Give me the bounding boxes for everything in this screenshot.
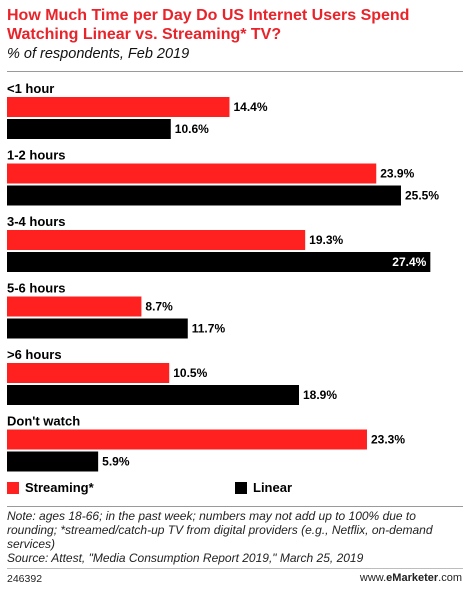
legend-label-linear: Linear — [253, 480, 293, 495]
title-divider — [7, 71, 463, 72]
brand-suffix: .com — [438, 572, 462, 584]
source-text: Source: Attest, "Media Consumption Repor… — [7, 551, 364, 565]
bar-value-label: 23.3% — [371, 433, 405, 447]
category-label: 3-4 hours — [7, 214, 66, 229]
bar-value-label: 10.6% — [175, 122, 209, 136]
bar-value-label: 5.9% — [102, 455, 130, 469]
bar-value-label: 25.5% — [405, 189, 439, 203]
brand-link[interactable]: www.eMarketer.com — [360, 572, 462, 584]
chart-title: How Much Time per Day Do US Internet Use… — [7, 7, 410, 43]
chart-subtitle: % of respondents, Feb 2019 — [7, 46, 190, 62]
bar-streaming — [7, 97, 230, 117]
bar-streaming — [7, 429, 367, 450]
bar-linear — [7, 185, 401, 206]
footer-divider — [7, 568, 463, 569]
bar-streaming — [7, 230, 306, 250]
note-text: Note: ages 18-66; in the past week; numb… — [7, 509, 433, 551]
bar-linear — [7, 252, 431, 272]
legend-linear: Linear — [235, 480, 292, 495]
bar-chart: <1 hour 14.4% 10.6% 1-2 hours 23.9% 25.5% 3-4 … — [7, 81, 439, 472]
category-label: 1-2 hours — [7, 148, 66, 163]
bar-value-label: 23.9% — [380, 167, 414, 181]
bar-linear — [7, 451, 99, 472]
bar-streaming — [7, 296, 142, 317]
bar-value-label: 18.9% — [303, 388, 337, 402]
legend-swatch-linear — [235, 481, 247, 494]
bar-value-label: 14.4% — [233, 100, 267, 114]
legend-streaming: Streaming* — [7, 480, 94, 495]
chart-id: 246392 — [7, 573, 43, 585]
bar-value-label: 11.7% — [192, 322, 226, 336]
bar-streaming — [7, 363, 170, 383]
brand-prefix: www. — [359, 572, 387, 584]
brand-name: eMarketer — [386, 572, 439, 584]
bar-value-label: 19.3% — [309, 233, 343, 247]
chart-notes: Note: ages 18-66; in the past week; numb… — [7, 509, 465, 565]
legend-divider — [7, 506, 463, 507]
bar-linear — [7, 119, 171, 139]
bar-linear — [7, 318, 188, 339]
legend-swatch-streaming — [7, 481, 19, 494]
bar-streaming — [7, 163, 377, 184]
bar-value-label: 27.4% — [392, 255, 426, 269]
category-label: Don't watch — [7, 414, 80, 429]
bar-linear — [7, 385, 300, 405]
legend-label-streaming: Streaming* — [25, 480, 94, 495]
category-label: <1 hour — [7, 81, 54, 96]
bar-value-label: 10.5% — [173, 366, 207, 380]
category-label: >6 hours — [7, 347, 62, 362]
category-label: 5-6 hours — [7, 281, 66, 296]
bar-value-label: 8.7% — [145, 300, 173, 314]
